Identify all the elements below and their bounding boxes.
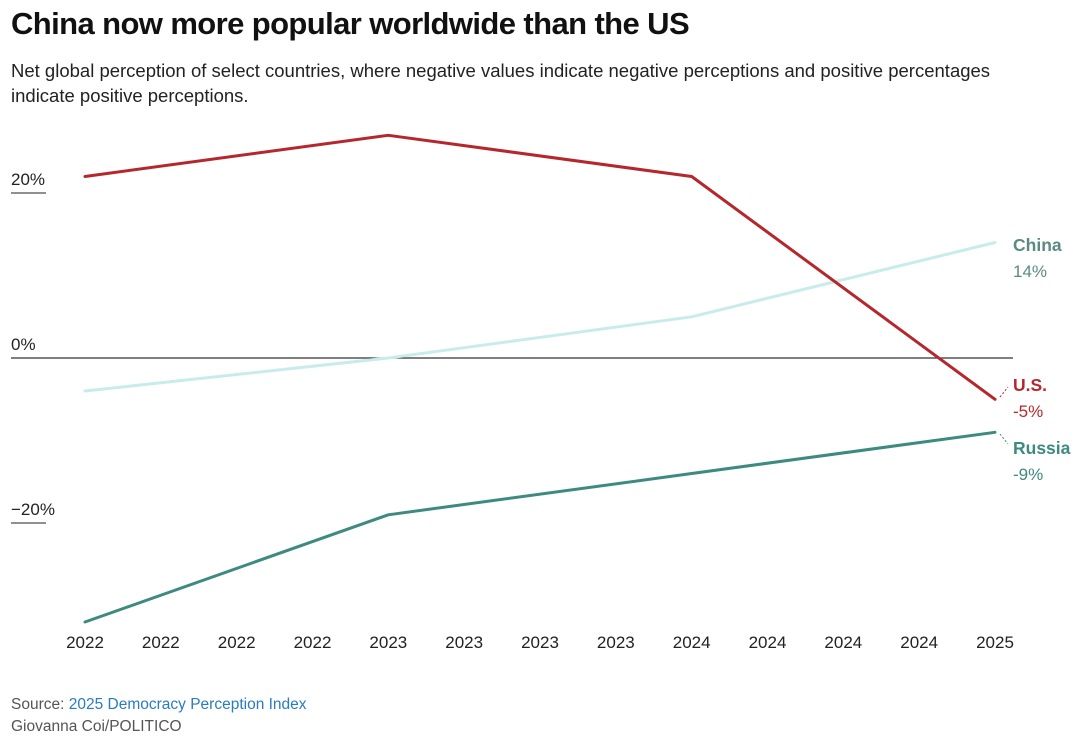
series-label-russia: Russia [1013,438,1071,458]
y-tick-label-pos-20: 20% [11,170,45,189]
x-tick-label: 2022 [66,633,104,652]
series-connector-us [999,386,1009,398]
x-tick-label: 2022 [142,633,180,652]
y-tick-label-zero: 0% [11,335,36,354]
x-tick-label: 2024 [824,633,862,652]
series-label-us: U.S. [1013,375,1047,395]
series-value-china: 14% [1013,262,1047,281]
series-line-us [83,133,997,401]
series-value-us: -5% [1013,402,1043,421]
source-label: Source: [11,696,69,713]
series-connector-russia [999,433,1009,445]
series-line-china [83,241,997,393]
chart-subtitle: Net global perception of select countrie… [11,60,991,106]
credit-line: Giovanna Coi/POLITICO [11,718,182,735]
x-tick-label: 2024 [900,633,938,652]
x-tick-label: 2025 [976,633,1014,652]
x-tick-label: 2023 [521,633,559,652]
x-tick-label: 2023 [369,633,407,652]
x-tick-label: 2022 [294,633,332,652]
x-tick-label: 2022 [218,633,256,652]
y-tick-label-neg-20: −20% [11,500,55,519]
series-label-china: China [1013,235,1062,255]
series-value-russia: -9% [1013,465,1043,484]
source-line: Source: 2025 Democracy Perception Index [11,694,307,716]
x-tick-label: 2024 [749,633,787,652]
x-tick-label: 2024 [673,633,711,652]
source-link[interactable]: 2025 Democracy Perception Index [68,696,307,713]
chart-footer: Source: 2025 Democracy Perception Index … [11,694,307,738]
x-tick-label: 2023 [597,633,635,652]
series-line-russia [83,430,997,624]
chart-title: China now more popular worldwide than th… [11,6,690,41]
x-tick-label: 2023 [445,633,483,652]
